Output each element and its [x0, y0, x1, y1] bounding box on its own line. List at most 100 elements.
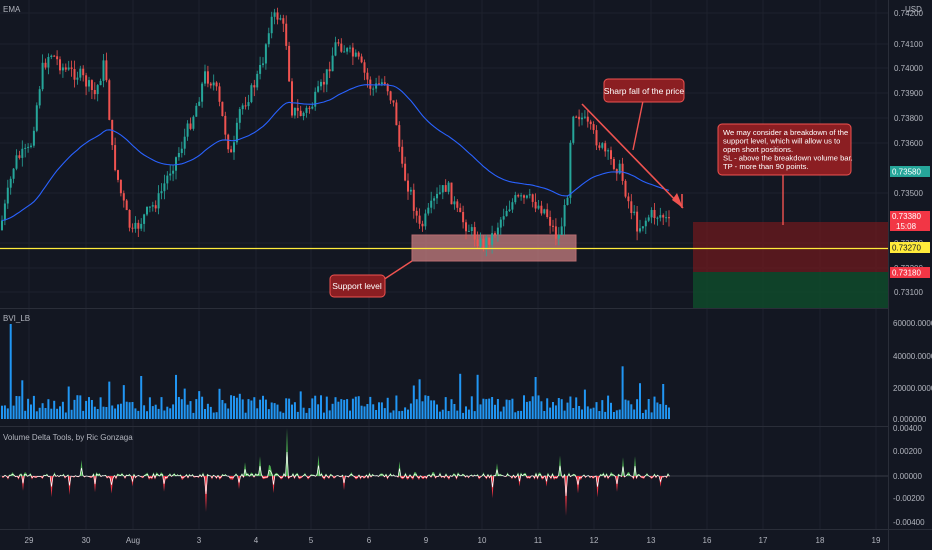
candle-body [647, 217, 650, 221]
candle-body [282, 18, 285, 24]
candlestick-series [1, 7, 670, 257]
candle-body [175, 157, 177, 171]
candle-body [589, 121, 592, 125]
volume-bar [201, 396, 204, 419]
volume-bar [195, 399, 198, 419]
candle-body [380, 82, 383, 84]
candle-body [331, 55, 334, 72]
candle-body [462, 212, 465, 223]
candle-body [180, 148, 183, 153]
volume-bar [175, 374, 177, 419]
volume-bar [206, 403, 209, 419]
candle-body [259, 65, 262, 74]
volume-bar [267, 409, 270, 419]
volume-bar [508, 400, 511, 419]
candle-body [186, 123, 189, 137]
volume-bar [320, 395, 322, 419]
delta-axis[interactable]: 0.00400 0.00200 0.00000 -0.00200 -0.00400 [893, 424, 925, 527]
svg-text:0.73180: 0.73180 [892, 269, 921, 278]
candle-body [201, 83, 204, 102]
candle-body [151, 205, 154, 207]
candle-body [357, 52, 360, 57]
candle-body [540, 205, 543, 214]
candle-body [418, 215, 421, 224]
candle-body [192, 116, 195, 129]
delta-tick-label: 0.00200 [893, 447, 922, 456]
volume-bar [517, 410, 520, 419]
volume-bar [337, 401, 340, 419]
volume-bar [346, 399, 349, 419]
candle-body [267, 33, 270, 45]
candle-body [650, 210, 653, 218]
volume-axis[interactable]: 60000.000000 40000.000000 20000.000000 0.00… [893, 319, 932, 424]
candle-body [624, 180, 627, 197]
candle-body [630, 201, 633, 213]
volume-bar [3, 405, 6, 419]
callout-trade-idea[interactable]: We may consider a breakdown of the suppor… [717, 123, 853, 176]
candle-body [230, 149, 233, 153]
volume-bar [525, 401, 528, 419]
volume-bar [557, 398, 560, 419]
volume-bar [511, 398, 514, 419]
candle-body [615, 169, 618, 174]
callout-support[interactable]: Support level [329, 274, 386, 298]
candle-body [598, 145, 601, 148]
volume-bar [291, 404, 293, 419]
volume-bar [157, 408, 160, 419]
volume-bar [262, 395, 264, 419]
volume-bar [601, 400, 604, 419]
callout-sharp-fall[interactable]: Sharp fall of the price [603, 78, 685, 103]
time-tick-label: 5 [309, 536, 314, 545]
candle-body [639, 228, 641, 232]
ema-indicator-label[interactable]: EMA [3, 5, 21, 14]
volume-bar [485, 399, 488, 419]
time-axis[interactable]: 29 30 Aug 3 4 5 6 9 10 11 12 13 16 17 18 19 [25, 536, 881, 545]
volume-bar [491, 397, 494, 419]
candle-body [531, 194, 534, 202]
candle-body [407, 180, 409, 192]
volume-bar [241, 399, 244, 419]
volume-bar [209, 406, 212, 419]
volume-bar [575, 397, 578, 419]
candle-body [430, 200, 433, 208]
candle-body [308, 107, 311, 109]
volume-bar [64, 412, 67, 419]
time-tick-label: 18 [816, 536, 825, 545]
delta-tick-label: -0.00400 [893, 518, 925, 527]
volume-bar [621, 366, 624, 419]
candle-body [360, 56, 363, 63]
volume-indicator-label[interactable]: BVI_LB [3, 314, 30, 323]
time-tick-label: 29 [25, 536, 34, 545]
lower-price-badge: 0.73180 [890, 267, 930, 278]
volume-bar [131, 402, 134, 419]
volume-bar [467, 409, 470, 419]
candle-body [160, 191, 163, 194]
candle-body [627, 196, 630, 202]
stop-loss-zone[interactable] [693, 222, 888, 272]
take-profit-zone[interactable] [693, 272, 888, 308]
delta-indicator-label[interactable]: Volume Delta Tools, by Ric Gonzaga [3, 433, 133, 442]
volume-bar [146, 411, 148, 419]
candle-body [409, 189, 412, 192]
candle-body [453, 201, 456, 205]
candle-body [581, 117, 583, 120]
candle-body [276, 12, 279, 20]
trend-line[interactable] [581, 103, 684, 209]
candle-body [563, 205, 566, 227]
volume-bar [549, 407, 552, 419]
volume-bar [639, 383, 641, 419]
candle-body [299, 110, 302, 116]
volume-bar [70, 409, 73, 419]
candle-body [244, 105, 247, 107]
candle-body [32, 130, 35, 146]
candle-body [105, 60, 108, 81]
candle-body [35, 105, 38, 131]
candle-body [438, 192, 441, 194]
volume-bar [380, 402, 383, 419]
volume-bar [633, 409, 636, 419]
volume-bar [583, 389, 586, 419]
time-tick-label: 6 [367, 536, 372, 545]
candle-body [131, 227, 134, 229]
